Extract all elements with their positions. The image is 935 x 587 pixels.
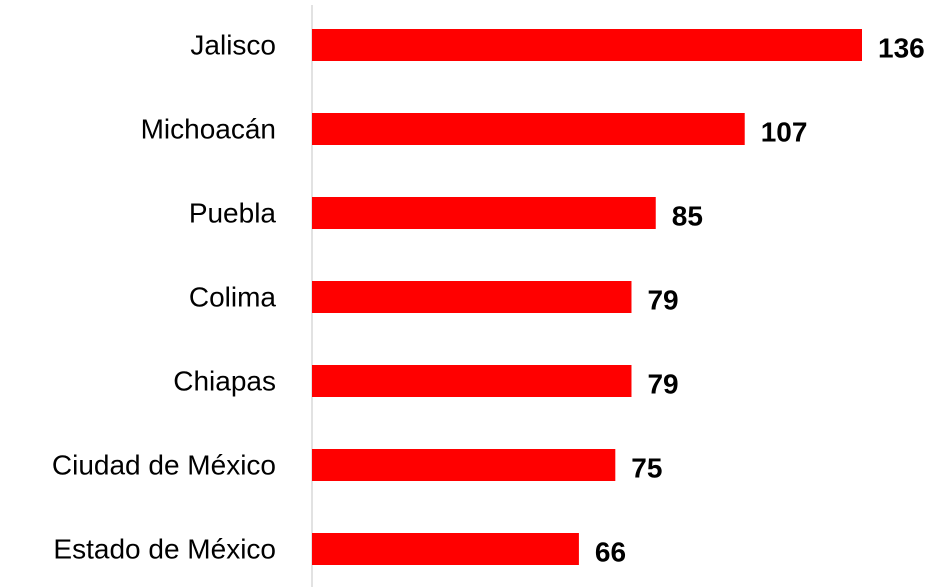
bar (312, 281, 632, 313)
bar (312, 533, 579, 565)
bars (312, 29, 862, 565)
category-label: Puebla (189, 198, 277, 229)
category-label: Colima (189, 282, 277, 313)
category-label: Chiapas (173, 366, 276, 397)
bar (312, 197, 656, 229)
bar (312, 29, 862, 61)
data-label: 75 (631, 453, 662, 484)
data-label: 136 (878, 33, 925, 64)
category-label: Jalisco (190, 30, 276, 61)
data-label: 107 (761, 117, 808, 148)
data-label: 85 (672, 201, 703, 232)
category-labels: Jalisco Michoacán Puebla Colima Chiapas Ciuda… (52, 30, 277, 565)
data-label: 79 (647, 369, 678, 400)
bar (312, 113, 745, 145)
category-label: Estado de México (53, 534, 276, 565)
bar (312, 449, 616, 481)
data-label: 79 (647, 285, 678, 316)
category-label: Ciudad de México (52, 450, 276, 481)
data-label: 66 (595, 537, 626, 568)
category-label: Michoacán (141, 114, 276, 145)
bar (312, 365, 632, 397)
value-labels: 136 107 85 79 79 75 66 (595, 33, 925, 568)
